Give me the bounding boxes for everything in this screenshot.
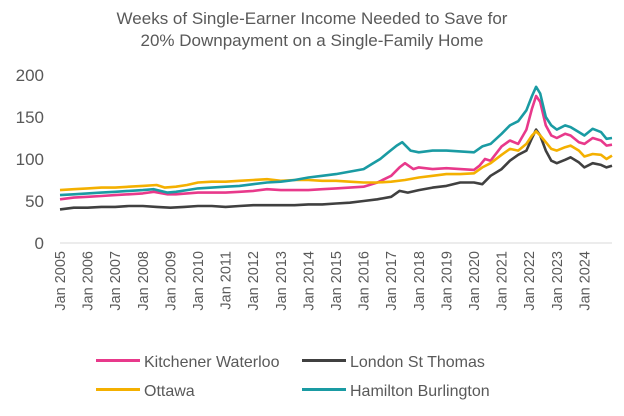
x-tick-label: Jan 2021 <box>495 251 511 311</box>
legend-label-kitchener-waterloo: Kitchener Waterloo <box>144 354 280 371</box>
legend-label-hamilton-burlington: Hamilton Burlington <box>350 383 490 400</box>
x-tick-label: Jan 2005 <box>53 251 69 311</box>
legend-swatch-london-st-thomas <box>302 359 346 363</box>
legend-swatch-kitchener-waterloo <box>96 359 140 363</box>
legend-item-hamilton-burlington: Hamilton Burlington <box>302 383 490 401</box>
x-tick-label: Jan 2006 <box>81 251 97 311</box>
legend-item-kitchener-waterloo: Kitchener Waterloo <box>96 354 279 372</box>
x-tick-label: Jan 2012 <box>246 251 262 311</box>
y-tick-label: 0 <box>35 234 44 253</box>
x-tick-label: Jan 2022 <box>522 251 538 311</box>
x-tick-label: Jan 2023 <box>550 251 566 311</box>
y-tick-label: 200 <box>16 66 44 85</box>
chart-title: Weeks of Single-Earner Income Needed to … <box>0 8 624 52</box>
x-tick-label: Jan 2024 <box>577 251 593 311</box>
legend-label-london-st-thomas: London St Thomas <box>350 354 485 371</box>
x-tick-label: Jan 2014 <box>301 251 317 311</box>
legend-swatch-hamilton-burlington <box>302 388 346 392</box>
x-tick-label: Jan 2009 <box>163 251 179 311</box>
x-tick-label: Jan 2013 <box>274 251 290 311</box>
chart-title-line-1: Weeks of Single-Earner Income Needed to … <box>116 9 508 28</box>
series-line-hamilton-burlington <box>59 85 613 197</box>
series-line-london-st-thomas <box>59 128 613 211</box>
x-tick-label: Jan 2007 <box>108 251 124 311</box>
series-line-ottawa <box>59 130 613 192</box>
legend-item-london-st-thomas: London St Thomas <box>302 354 485 372</box>
legend-label-ottawa: Ottawa <box>144 383 195 400</box>
x-tick-label: Jan 2008 <box>136 251 152 311</box>
y-tick-label: 150 <box>16 108 44 127</box>
legend-swatch-ottawa <box>96 388 140 392</box>
x-tick-label: Jan 2016 <box>357 251 373 311</box>
x-tick-label: Jan 2020 <box>467 251 483 311</box>
x-tick-label: Jan 2015 <box>329 251 345 311</box>
chart-title-line-2: 20% Downpayment on a Single-Family Home <box>140 31 484 50</box>
x-tick-label: Jan 2010 <box>191 251 207 311</box>
y-tick-label: 100 <box>16 150 44 169</box>
x-tick-label: Jan 2019 <box>439 251 455 311</box>
y-tick-label: 50 <box>25 192 44 211</box>
x-tick-label: Jan 2011 <box>219 251 235 310</box>
x-tick-label: Jan 2018 <box>412 251 428 311</box>
series-line-kitchener-waterloo <box>59 94 613 201</box>
legend-item-ottawa: Ottawa <box>96 383 195 401</box>
x-tick-label: Jan 2017 <box>384 251 400 311</box>
